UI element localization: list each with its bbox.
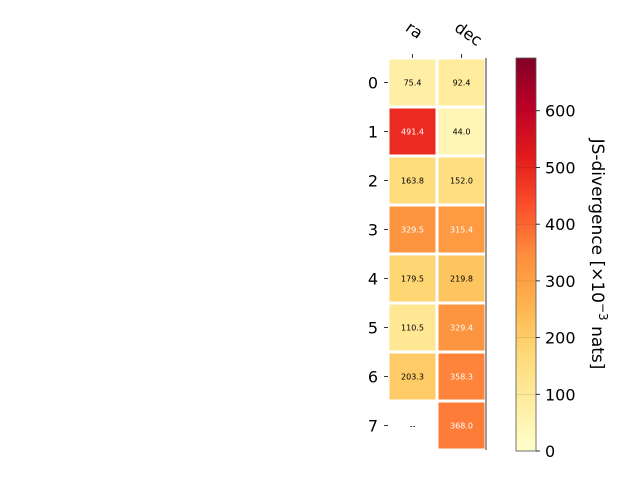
cell-label: 152.0 xyxy=(450,177,473,186)
heatmap-cell xyxy=(438,353,485,400)
colorbar-gradient xyxy=(515,57,537,452)
row-tick-label: 5 xyxy=(368,319,378,338)
heatmap-cell xyxy=(389,304,436,351)
colorbar: 0 100 200 300 400 500 600 xyxy=(515,57,576,461)
colorbar-tick-label: 100 xyxy=(545,385,576,404)
colorbar-tick-label: 200 xyxy=(545,329,576,348)
row-tick-label: 6 xyxy=(368,368,378,387)
cell-label: 315.4 xyxy=(450,226,473,235)
cell-label: 163.8 xyxy=(401,177,424,186)
colorbar-label: JS-divergence [×10−3 nats] xyxy=(587,138,610,370)
heatmap-cell xyxy=(438,255,485,302)
cell-label: -- xyxy=(410,422,416,431)
heatmap-cell xyxy=(438,206,485,253)
cell-label: 110.5 xyxy=(401,324,424,333)
cell-label: 219.8 xyxy=(450,275,473,284)
colorbar-tick-label: 400 xyxy=(545,215,576,234)
heatmap-cell xyxy=(438,59,485,106)
cell-label: 44.0 xyxy=(453,128,471,137)
row-tick-label: 3 xyxy=(368,221,378,240)
heatmap-cell xyxy=(438,402,485,449)
heatmap-cell xyxy=(389,59,436,106)
cell-label: 368.0 xyxy=(450,422,473,431)
heatmap-cell xyxy=(389,157,436,204)
row-tick-label: 7 xyxy=(368,417,378,436)
heatmap-cell xyxy=(389,353,436,400)
heatmap-cell xyxy=(438,304,485,351)
heatmap-cell xyxy=(389,108,436,155)
colorbar-tick-label: 300 xyxy=(545,272,576,291)
row-tick-label: 0 xyxy=(368,74,378,93)
heatmap-grid: 75.4 92.4 491.4 44.0 163.8 152.0 329.5 315.4 179… xyxy=(389,59,485,449)
cell-label: 358.3 xyxy=(450,373,473,382)
heatmap-cell xyxy=(389,206,436,253)
colorbar-tick-label: 0 xyxy=(545,442,555,461)
cell-label: 75.4 xyxy=(404,79,422,88)
heatmap-cell xyxy=(438,157,485,204)
row-tick-label: 4 xyxy=(368,270,378,289)
colorbar-tick-label: 600 xyxy=(545,102,576,121)
cell-label: 329.4 xyxy=(450,324,473,333)
cell-label: 329.5 xyxy=(401,226,424,235)
colorbar-tick-label: 500 xyxy=(545,158,576,177)
cell-label: 491.4 xyxy=(401,128,424,137)
cell-label: 179.5 xyxy=(401,275,424,284)
col-tick-label: ra xyxy=(402,18,426,43)
heatmap-cell xyxy=(389,255,436,302)
heatmap-cell xyxy=(438,108,485,155)
cell-label: 203.3 xyxy=(401,373,424,382)
cell-label: 92.4 xyxy=(453,79,471,88)
col-tick-label: dec xyxy=(451,18,485,50)
row-tick-label: 1 xyxy=(368,123,378,142)
row-tick-label: 2 xyxy=(368,172,378,191)
